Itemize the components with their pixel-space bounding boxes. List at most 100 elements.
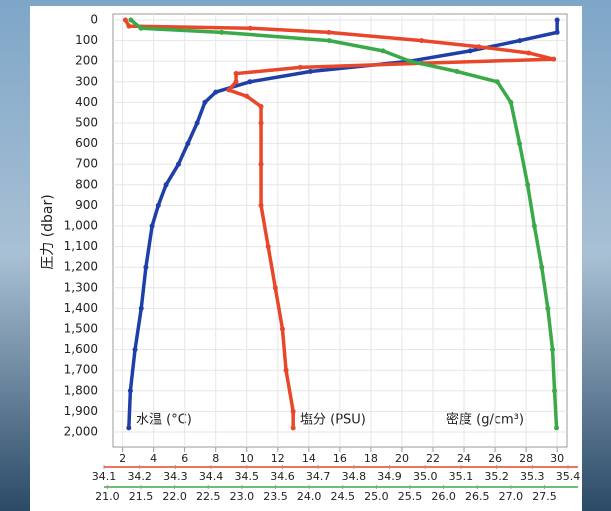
x-tick-label: 20 — [395, 452, 409, 465]
data-point — [554, 425, 559, 430]
data-point — [532, 224, 537, 229]
x-tick-label: 28 — [519, 452, 533, 465]
x-tick-label: 26.0 — [431, 490, 456, 503]
x-tick-label: 4 — [150, 452, 157, 465]
data-point — [128, 18, 133, 23]
data-point — [266, 244, 271, 249]
series-label: 水温 (°C) — [136, 413, 192, 428]
y-tick-label: 1,100 — [64, 239, 98, 253]
y-tick-label: 1,000 — [64, 219, 98, 233]
data-point — [128, 388, 133, 393]
data-point — [539, 265, 544, 270]
data-point — [259, 203, 264, 208]
data-point — [555, 18, 560, 23]
data-point — [419, 38, 424, 43]
data-point — [284, 368, 289, 373]
data-point — [555, 30, 560, 35]
x-tick-label: 25.0 — [364, 490, 389, 503]
y-tick-label: 300 — [75, 74, 98, 88]
data-point — [156, 203, 161, 208]
data-point — [468, 48, 473, 53]
data-point — [247, 79, 252, 84]
data-point — [248, 26, 253, 31]
y-tick-label: 1,400 — [64, 301, 98, 315]
y-tick-label: 700 — [75, 157, 98, 171]
x-tick-label: 14 — [302, 452, 316, 465]
x-tick-label: 34.5 — [235, 470, 260, 483]
x-tick-label: 22.5 — [196, 490, 221, 503]
data-point — [508, 100, 513, 105]
data-point — [273, 285, 278, 290]
x-tick-label: 34.6 — [270, 470, 295, 483]
y-tick-label: 1,900 — [64, 404, 98, 418]
data-point — [291, 409, 296, 414]
x-tick-label: 24.5 — [330, 490, 355, 503]
y-tick-label: 1,600 — [64, 342, 98, 356]
y-tick-label: 500 — [75, 116, 98, 130]
data-point — [407, 59, 412, 64]
x-tick-label: 2 — [119, 452, 126, 465]
x-tick-label: 34.1 — [92, 470, 117, 483]
data-point — [164, 182, 169, 187]
x-tick-label: 24 — [457, 452, 471, 465]
x-tick-label: 10 — [240, 452, 254, 465]
x-tick-label: 23.0 — [230, 490, 255, 503]
x-tick-label: 34.2 — [127, 470, 152, 483]
x-tick-label: 35.4 — [556, 470, 581, 483]
x-tick-label: 27.5 — [532, 490, 557, 503]
data-point — [195, 121, 200, 126]
x-tick-label: 34.9 — [377, 470, 402, 483]
data-point — [551, 57, 556, 62]
x-tick-label: 34.7 — [306, 470, 331, 483]
data-point — [133, 347, 138, 352]
data-point — [291, 425, 296, 430]
x-tick-label: 16 — [333, 452, 347, 465]
x-tick-label: 27.0 — [499, 490, 524, 503]
x-tick-label: 6 — [181, 452, 188, 465]
y-tick-label: 100 — [75, 33, 98, 47]
data-point — [138, 26, 143, 31]
data-point — [308, 69, 313, 74]
x-tick-label: 23.5 — [263, 490, 288, 503]
x-tick-label: 12 — [271, 452, 285, 465]
data-point — [219, 30, 224, 35]
data-point — [150, 224, 155, 229]
data-point — [280, 327, 285, 332]
y-tick-label: 1,700 — [64, 363, 98, 377]
data-point — [326, 30, 331, 35]
x-tick-label: 35.1 — [449, 470, 474, 483]
data-point — [545, 306, 550, 311]
data-point — [202, 100, 207, 105]
y-tick-label: 200 — [75, 54, 98, 68]
x-tick-label: 18 — [364, 452, 378, 465]
x-tick-label: 35.3 — [520, 470, 545, 483]
x-tick-label: 34.4 — [199, 470, 224, 483]
series-label: 塩分 (PSU) — [300, 413, 366, 428]
y-tick-label: 0 — [90, 13, 98, 27]
y-tick-label: 2,000 — [64, 425, 98, 439]
data-point — [126, 24, 131, 29]
series-label: 密度 (g/cm³) — [446, 412, 524, 428]
data-point — [259, 104, 264, 109]
x-tick-label: 35.2 — [484, 470, 509, 483]
y-tick-label: 900 — [75, 198, 98, 212]
data-point — [213, 90, 218, 95]
data-point — [126, 425, 131, 430]
x-tick-label: 34.3 — [163, 470, 188, 483]
data-point — [327, 38, 332, 43]
data-point — [259, 162, 264, 167]
data-point — [185, 141, 190, 146]
data-point — [381, 48, 386, 53]
data-point — [476, 44, 481, 49]
data-point — [517, 141, 522, 146]
data-point — [143, 265, 148, 270]
x-tick-label: 21.5 — [129, 490, 154, 503]
chart: 圧力 (dbar) 水温 (°C) 塩分 (PSU) 密度 (g/cm³) 0 1… — [0, 0, 611, 511]
y-tick-label: 1,300 — [64, 280, 98, 294]
x-tick-label: 24.0 — [297, 490, 322, 503]
data-point — [234, 71, 239, 76]
y-axis-title: 圧力 (dbar) — [40, 194, 56, 269]
x-tick-label: 21.0 — [95, 490, 120, 503]
data-point — [259, 121, 264, 126]
data-point — [139, 306, 144, 311]
